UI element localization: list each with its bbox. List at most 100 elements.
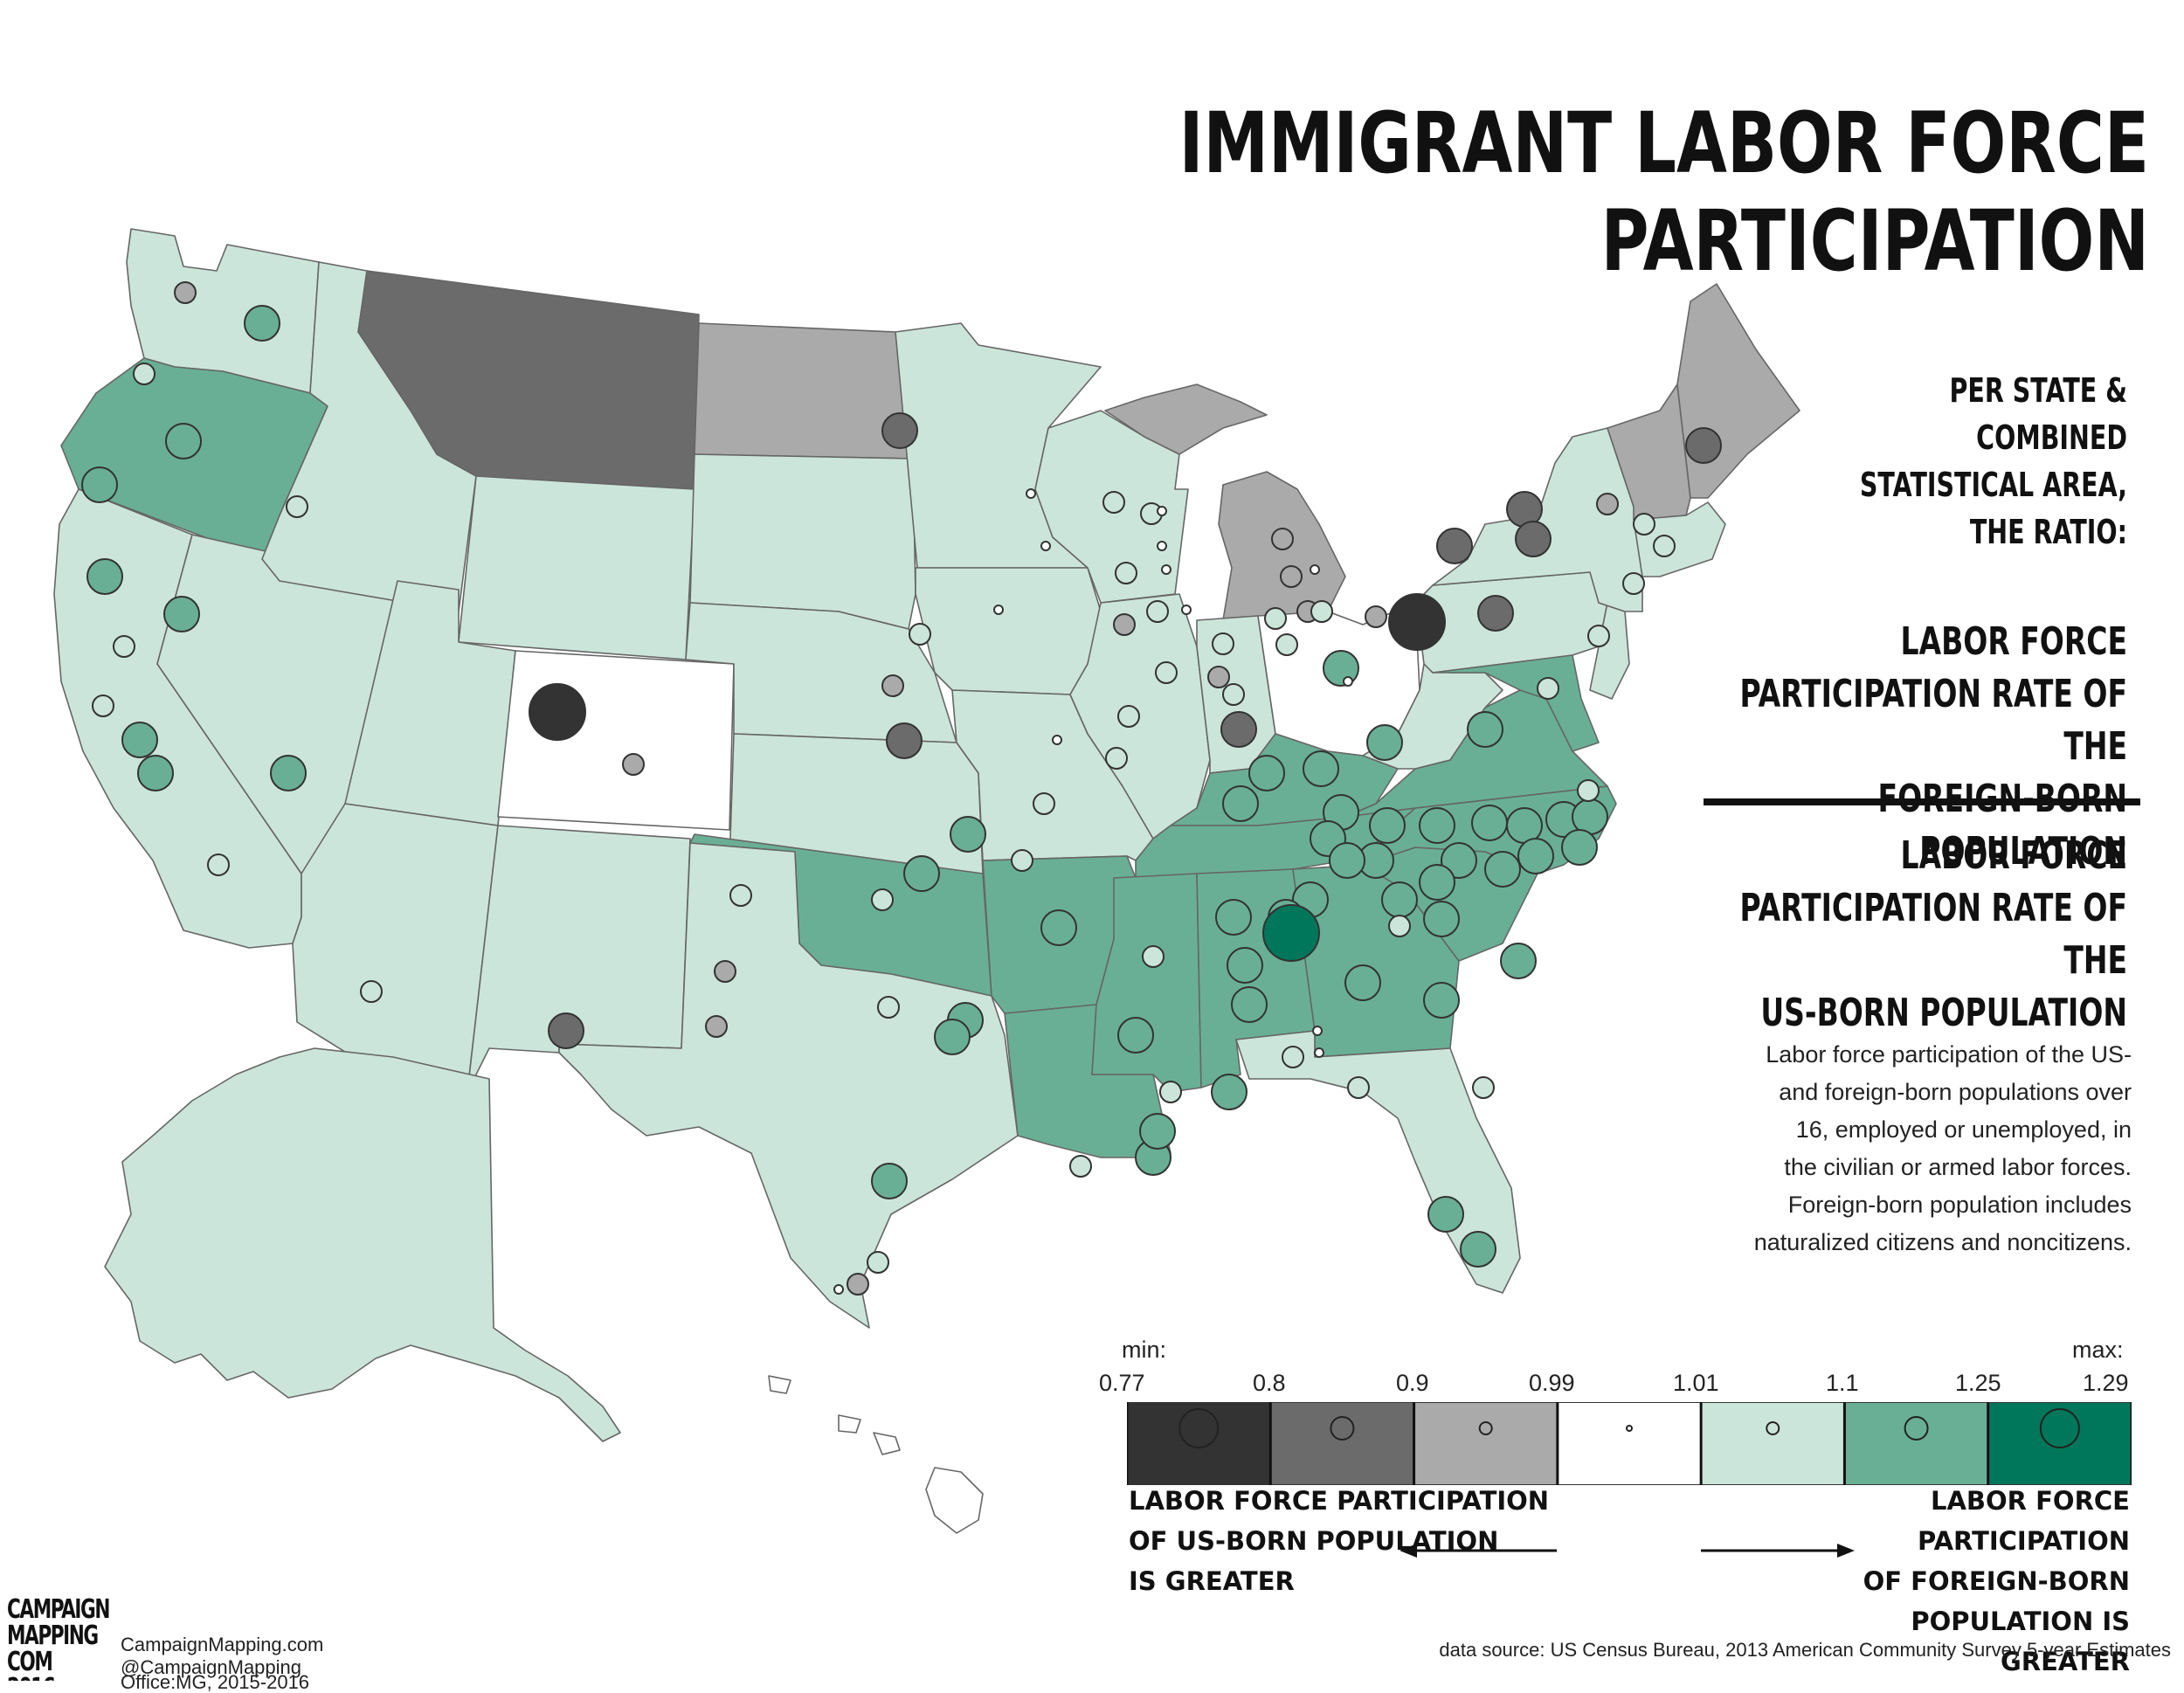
- state-southern-new-england[interactable]: [1633, 501, 1726, 577]
- metro-bubble[interactable]: [1282, 1046, 1304, 1068]
- metro-bubble[interactable]: [867, 1251, 889, 1274]
- metro-bubble[interactable]: [1312, 1026, 1323, 1036]
- metro-bubble[interactable]: [1161, 564, 1171, 575]
- metro-bubble[interactable]: [1271, 528, 1294, 550]
- metro-bubble[interactable]: [1303, 750, 1339, 787]
- metro-bubble[interactable]: [1105, 747, 1128, 770]
- metro-bubble[interactable]: [903, 855, 940, 892]
- metro-bubble[interactable]: [881, 674, 904, 697]
- metro-bubble[interactable]: [1467, 711, 1503, 748]
- state-texas[interactable]: [558, 842, 1019, 1329]
- state-hawaii[interactable]: [768, 1375, 984, 1534]
- metro-bubble[interactable]: [1561, 829, 1598, 866]
- metro-bubble[interactable]: [1441, 842, 1477, 879]
- metro-bubble[interactable]: [993, 605, 1004, 615]
- state-north-dakota[interactable]: [694, 322, 914, 460]
- metro-bubble[interactable]: [1227, 947, 1263, 984]
- metro-bubble[interactable]: [1323, 650, 1359, 687]
- metro-bubble[interactable]: [886, 722, 923, 759]
- metro-bubble[interactable]: [1633, 513, 1655, 536]
- metro-bubble[interactable]: [1310, 600, 1333, 623]
- metro-bubble[interactable]: [1262, 904, 1320, 962]
- metro-bubble[interactable]: [1310, 564, 1320, 575]
- credit-website[interactable]: CampaignMapping.com: [121, 1634, 324, 1655]
- metro-bubble[interactable]: [270, 755, 307, 791]
- metro-bubble[interactable]: [729, 884, 752, 907]
- metro-bubble[interactable]: [1388, 593, 1446, 651]
- metro-bubble[interactable]: [1577, 779, 1600, 802]
- metro-bubble[interactable]: [1231, 986, 1268, 1023]
- metro-bubble[interactable]: [1222, 785, 1259, 822]
- metro-bubble[interactable]: [1033, 792, 1055, 815]
- metro-bubble[interactable]: [1365, 605, 1387, 628]
- state-alaska[interactable]: [104, 1047, 621, 1442]
- metro-bubble[interactable]: [1181, 605, 1192, 615]
- state-south-dakota[interactable]: [689, 453, 916, 630]
- metro-bubble[interactable]: [1040, 909, 1077, 946]
- credit-twitter[interactable]: @CampaignMapping: [121, 1656, 302, 1678]
- metro-bubble[interactable]: [881, 412, 918, 449]
- metro-bubble[interactable]: [705, 1015, 728, 1038]
- metro-bubble[interactable]: [1419, 807, 1455, 844]
- metro-bubble[interactable]: [1366, 724, 1403, 761]
- state-iowa[interactable]: [915, 567, 1102, 695]
- metro-bubble[interactable]: [1388, 915, 1411, 937]
- metro-bubble[interactable]: [877, 996, 900, 1019]
- metro-bubble[interactable]: [137, 755, 174, 791]
- metro-bubble[interactable]: [1517, 838, 1554, 874]
- metro-bubble[interactable]: [1471, 805, 1508, 841]
- metro-bubble[interactable]: [1275, 633, 1298, 656]
- metro-bubble[interactable]: [1211, 1074, 1248, 1110]
- metro-bubble[interactable]: [1052, 735, 1062, 745]
- metro-bubble[interactable]: [1207, 666, 1230, 688]
- metro-bubble[interactable]: [1280, 565, 1303, 588]
- metro-bubble[interactable]: [1347, 1076, 1370, 1099]
- metro-bubble[interactable]: [1587, 625, 1610, 647]
- metro-bubble[interactable]: [1212, 632, 1234, 655]
- metro-bubble[interactable]: [1427, 1196, 1464, 1233]
- metro-bubble[interactable]: [1248, 755, 1285, 791]
- metro-bubble[interactable]: [622, 753, 645, 776]
- state-maryland[interactable]: [1432, 654, 1600, 752]
- metro-bubble[interactable]: [529, 683, 586, 741]
- metro-bubble[interactable]: [1506, 807, 1543, 844]
- metro-bubble[interactable]: [1369, 807, 1406, 844]
- metro-bubble[interactable]: [1264, 607, 1287, 630]
- metro-bubble[interactable]: [1515, 521, 1552, 557]
- metro-bubble[interactable]: [244, 305, 280, 342]
- metro-bubble[interactable]: [286, 495, 308, 518]
- metro-bubble[interactable]: [1596, 493, 1619, 515]
- metro-bubble[interactable]: [163, 596, 200, 632]
- metro-bubble[interactable]: [1146, 600, 1169, 623]
- metro-bubble[interactable]: [165, 423, 202, 460]
- metro-bubble[interactable]: [1069, 1155, 1092, 1178]
- state-wyoming[interactable]: [458, 475, 695, 660]
- metro-bubble[interactable]: [1102, 491, 1125, 514]
- metro-bubble[interactable]: [1419, 864, 1455, 901]
- metro-bubble[interactable]: [1423, 901, 1460, 937]
- metro-bubble[interactable]: [1026, 488, 1036, 499]
- metro-bubble[interactable]: [1314, 1047, 1324, 1058]
- metro-bubble[interactable]: [1139, 1113, 1176, 1150]
- metro-bubble[interactable]: [714, 960, 736, 983]
- metro-bubble[interactable]: [1685, 427, 1722, 464]
- metro-bubble[interactable]: [1344, 964, 1381, 1001]
- metro-bubble[interactable]: [1477, 595, 1514, 632]
- metro-bubble[interactable]: [1381, 881, 1418, 918]
- state-colorado[interactable]: [497, 650, 735, 831]
- metro-bubble[interactable]: [1113, 613, 1136, 636]
- metro-bubble[interactable]: [909, 623, 931, 646]
- metro-bubble[interactable]: [1436, 528, 1473, 564]
- state-new-jersey[interactable]: [1589, 602, 1630, 700]
- metro-bubble[interactable]: [113, 635, 135, 658]
- metro-bubble[interactable]: [548, 1012, 584, 1049]
- metro-bubble[interactable]: [847, 1273, 869, 1296]
- metro-bubble[interactable]: [950, 816, 986, 853]
- metro-bubble[interactable]: [1117, 1017, 1154, 1054]
- metro-bubble[interactable]: [1157, 506, 1167, 516]
- metro-bubble[interactable]: [1472, 1076, 1495, 1099]
- metro-bubble[interactable]: [1220, 711, 1257, 748]
- metro-bubble[interactable]: [92, 694, 114, 717]
- metro-bubble[interactable]: [207, 853, 230, 876]
- metro-bubble[interactable]: [1572, 798, 1608, 835]
